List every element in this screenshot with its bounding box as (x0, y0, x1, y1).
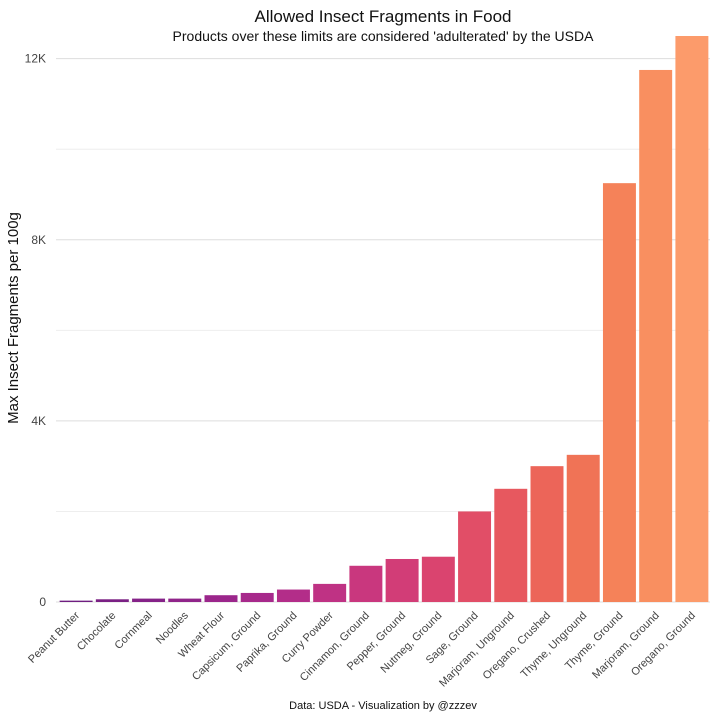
x-tick-label: Oregano, Crushed (481, 610, 553, 682)
bar (276, 589, 310, 602)
bar (675, 36, 709, 602)
y-axis-ticks: 0 4K 8K 12K (25, 52, 47, 609)
y-axis-label: Max Insect Fragments per 100g (5, 212, 22, 424)
y-tick-label: 8K (31, 233, 46, 247)
y-tick-label: 0 (39, 595, 46, 609)
chart-title: Allowed Insect Fragments in Food (254, 7, 511, 26)
bar (59, 600, 93, 602)
bar (204, 595, 238, 602)
bar (313, 583, 347, 602)
bars (59, 36, 709, 602)
bar (349, 565, 383, 602)
bar (421, 556, 455, 602)
bar (602, 183, 636, 602)
bar (458, 511, 492, 602)
x-tick-label: Oregano, Ground (629, 610, 698, 679)
x-tick-label: Cornmeal (112, 610, 154, 652)
bar (566, 454, 600, 602)
x-tick-label: Marjoram, Ground (590, 610, 662, 682)
x-tick-label: Peanut Butter (26, 609, 82, 665)
bar (494, 488, 528, 602)
x-tick-label: Noodles (154, 609, 191, 646)
y-tick-label: 12K (25, 52, 46, 66)
bar (639, 69, 673, 602)
x-tick-label: Chocolate (75, 610, 119, 654)
x-tick-label: Capsicum, Ground (190, 610, 263, 683)
bar (95, 599, 129, 602)
bar (385, 558, 419, 602)
bar (168, 598, 202, 602)
bar (240, 592, 274, 602)
chart-subtitle: Products over these limits are considere… (173, 28, 595, 44)
bar (132, 598, 166, 602)
caption: Data: USDA - Visualization by @zzzev (289, 700, 477, 712)
x-tick-label: Thyme, Unground (519, 610, 590, 681)
x-tick-label: Nutmeg, Ground (378, 610, 444, 676)
bar (530, 466, 564, 602)
y-tick-label: 4K (31, 414, 46, 428)
x-tick-label: Cinnamon, Ground (298, 610, 372, 684)
